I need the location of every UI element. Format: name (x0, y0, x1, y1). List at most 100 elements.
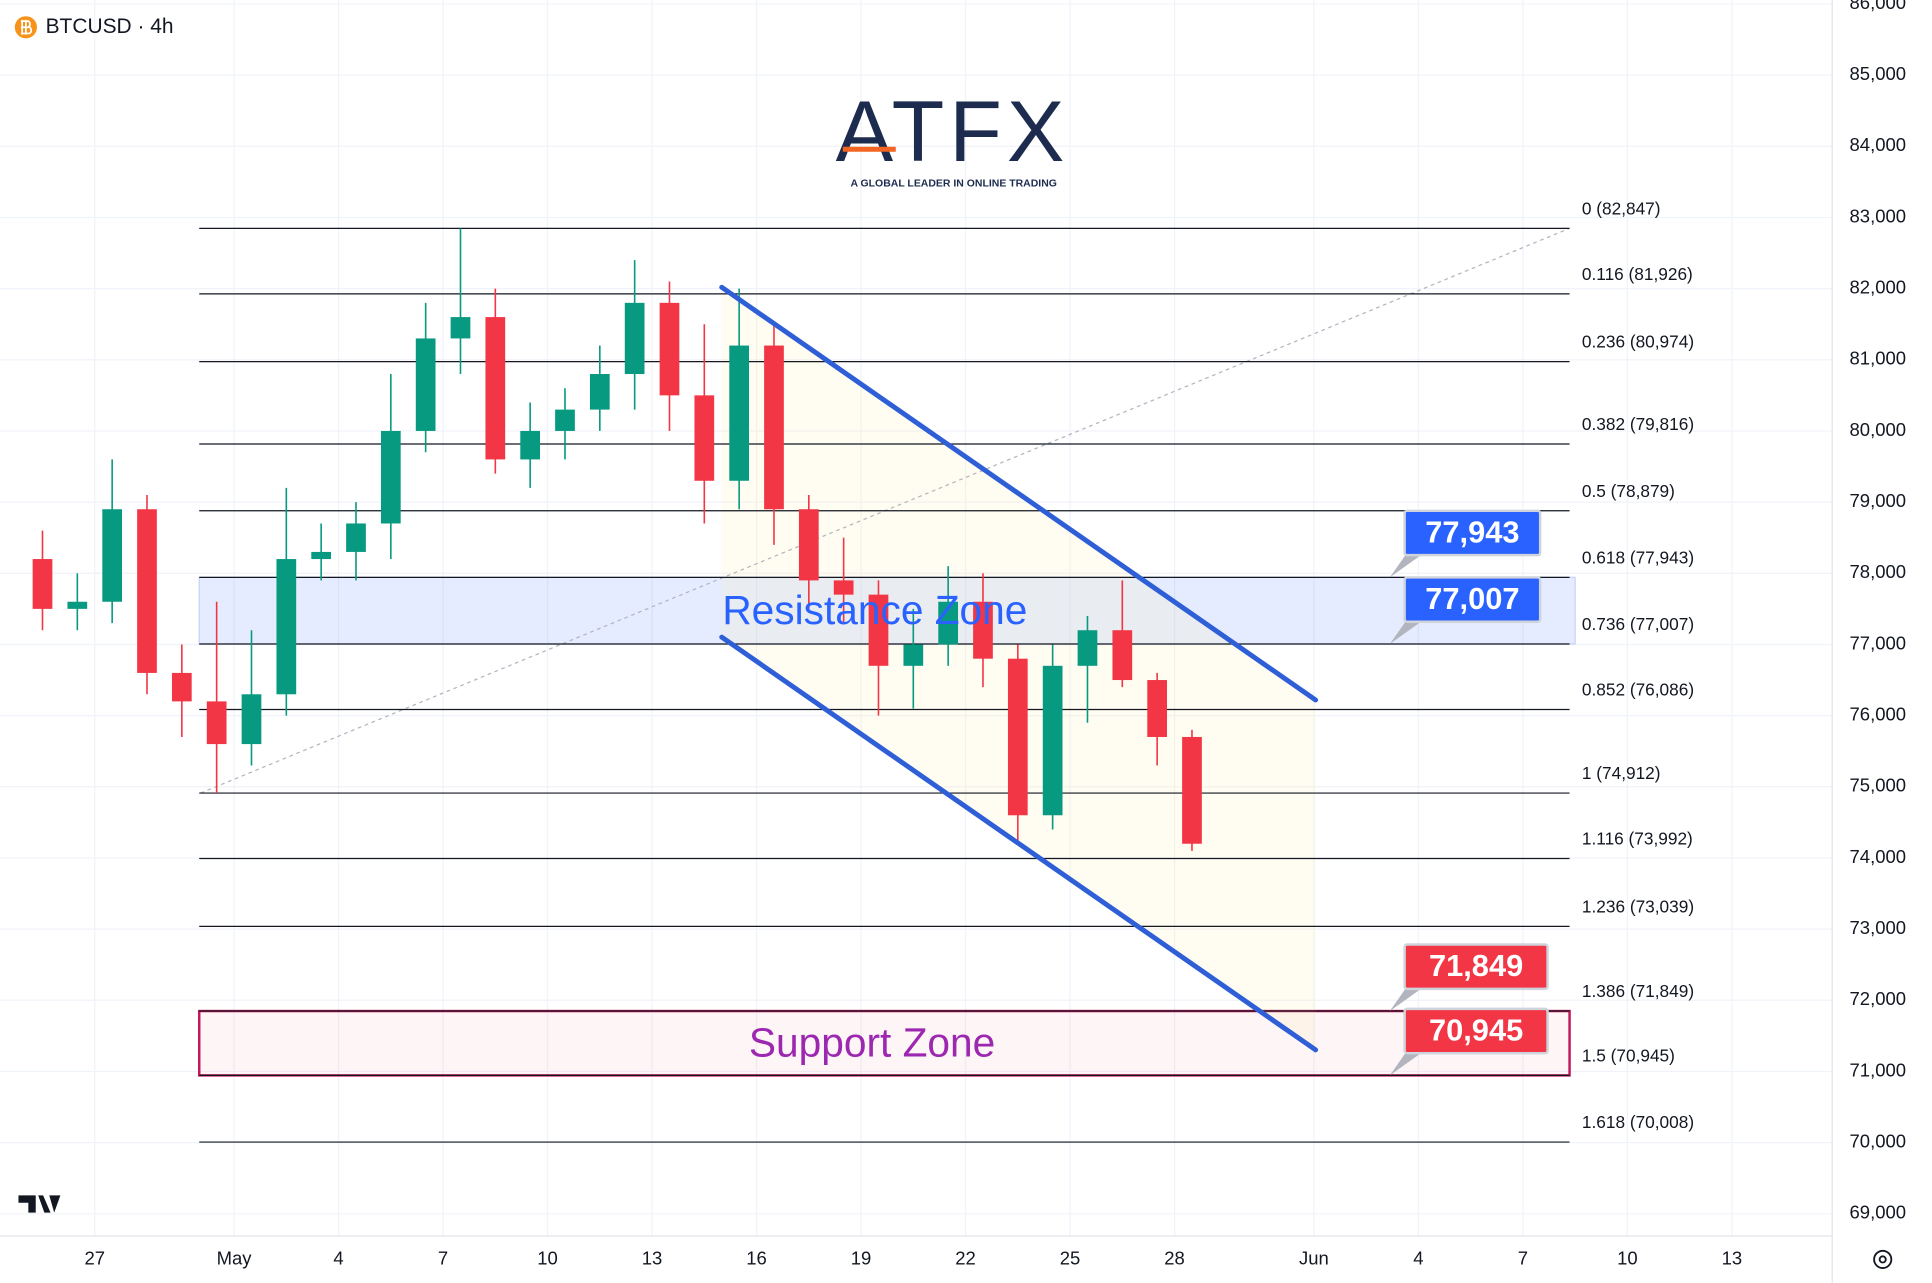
candle-body (868, 594, 889, 666)
candle-body (659, 302, 680, 396)
price-label-pointer (1389, 619, 1425, 644)
candle-body (137, 509, 157, 673)
candle-body (241, 694, 262, 745)
candle-body (1042, 665, 1063, 816)
price-label-text: 77,943 (1425, 514, 1519, 549)
candle-body (1182, 736, 1202, 844)
candle-body (1077, 630, 1098, 666)
candle-body (1007, 658, 1028, 816)
x-tick-label: 27 (84, 1247, 105, 1268)
y-tick-label: 71,000 (1850, 1059, 1907, 1080)
x-tick-label: 19 (851, 1247, 872, 1268)
candle-body (450, 317, 471, 339)
y-tick-label: 74,000 (1850, 846, 1907, 867)
chart-title: BTCUSD · 4h (46, 15, 174, 38)
y-tick-label: 82,000 (1850, 276, 1907, 297)
fib-level-label: 1.5 (70,945) (1582, 1045, 1675, 1065)
zone-label: Support Zone (749, 1019, 995, 1065)
fib-level-label: 0.852 (76,086) (1582, 680, 1694, 700)
price-label-box (1403, 509, 1542, 557)
price-label-box (1403, 943, 1549, 991)
price-label-text: 77,007 (1425, 581, 1519, 616)
candle-body (833, 580, 854, 595)
candle-body (276, 559, 297, 695)
candle-body (311, 551, 332, 560)
candle-body (798, 509, 819, 581)
price-label-pointer (1389, 986, 1425, 1012)
y-tick-label: 84,000 (1850, 134, 1907, 155)
symbol-icon-glyph (20, 19, 33, 35)
fib-level-label: 0.382 (79,816) (1582, 414, 1694, 434)
x-tick-label: 7 (1518, 1247, 1528, 1268)
candle-body (589, 374, 610, 410)
price-label-pointer (1389, 552, 1425, 578)
y-tick-label: 86,000 (1850, 0, 1907, 13)
y-tick-label: 81,000 (1850, 348, 1907, 369)
fib-level-label: 1.618 (70,008) (1582, 1112, 1694, 1132)
zone-label: Resistance Zone (722, 587, 1027, 633)
settings-icon[interactable] (1873, 1249, 1893, 1269)
candle-body (729, 345, 750, 481)
tradingview-logo (18, 1195, 61, 1213)
candle-body (903, 644, 924, 666)
channel-line (719, 634, 1319, 1053)
x-tick-label: 4 (1413, 1247, 1423, 1268)
y-tick-label: 85,000 (1850, 63, 1907, 84)
candle-body (171, 672, 192, 702)
fib-level-label: 1.236 (73,039) (1582, 896, 1694, 916)
x-tick-label: 22 (955, 1247, 976, 1268)
x-tick-label: 10 (1617, 1247, 1638, 1268)
x-tick-label: 10 (537, 1247, 558, 1268)
y-tick-label: 83,000 (1850, 205, 1907, 226)
y-tick-label: 78,000 (1850, 561, 1907, 582)
candle-body (624, 302, 645, 375)
x-tick-label: 16 (746, 1247, 767, 1268)
price-label-box (1403, 1007, 1549, 1055)
x-tick-label: 13 (1722, 1247, 1743, 1268)
fib-level-label: 0.5 (78,879) (1582, 481, 1675, 501)
x-tick-label: May (217, 1247, 253, 1268)
candle-body (485, 317, 506, 460)
candle-body (764, 345, 784, 510)
x-tick-label: 4 (333, 1247, 343, 1268)
fib-level-label: 0.618 (77,943) (1582, 547, 1694, 567)
fib-level-label: 0 (82,847) (1582, 198, 1661, 218)
x-tick-label: 7 (438, 1247, 448, 1268)
plot (32, 227, 1576, 1143)
settings-icon-center[interactable] (1878, 1255, 1887, 1264)
candle-body (938, 601, 959, 645)
fib-level-label: 0.736 (77,007) (1582, 614, 1694, 634)
y-tick-label: 75,000 (1850, 775, 1907, 796)
x-tick-label: Jun (1299, 1247, 1329, 1268)
price-label-box (1403, 576, 1542, 624)
fib-level-label: 0.236 (80,974) (1582, 332, 1694, 352)
fib-level-label: 1.116 (73,992) (1582, 829, 1693, 849)
price-label-text: 71,849 (1429, 948, 1523, 983)
fib-level-label: 0.116 (81,926) (1582, 264, 1693, 284)
candle-body (1112, 630, 1133, 681)
candle-body (555, 409, 575, 431)
x-tick-label: 25 (1060, 1247, 1081, 1268)
fib-level-label: 1 (74,912) (1582, 763, 1661, 783)
y-tick-label: 76,000 (1850, 704, 1907, 725)
candle-body (380, 430, 401, 524)
candle-body (346, 523, 366, 552)
y-tick-label: 79,000 (1850, 490, 1907, 511)
channel-line (719, 284, 1319, 703)
logo-name: ATFX (836, 84, 1070, 180)
candle-body (32, 559, 53, 609)
fib-level-label: 1.386 (71,849) (1582, 981, 1694, 1001)
logo-tagline: A GLOBAL LEADER IN ONLINE TRADING (850, 179, 1056, 190)
candle-body (102, 509, 123, 602)
candle-body (694, 395, 715, 481)
y-tick-label: 72,000 (1850, 988, 1907, 1009)
candle-body (520, 430, 541, 460)
candle-body (415, 338, 436, 431)
candle-body (67, 601, 88, 609)
y-tick-label: 69,000 (1850, 1202, 1907, 1223)
y-tick-label: 70,000 (1850, 1131, 1907, 1152)
x-tick-label: 13 (642, 1247, 663, 1268)
y-tick-label: 73,000 (1850, 917, 1907, 938)
candle-body (1147, 680, 1167, 737)
x-tick-label: 28 (1164, 1247, 1185, 1268)
